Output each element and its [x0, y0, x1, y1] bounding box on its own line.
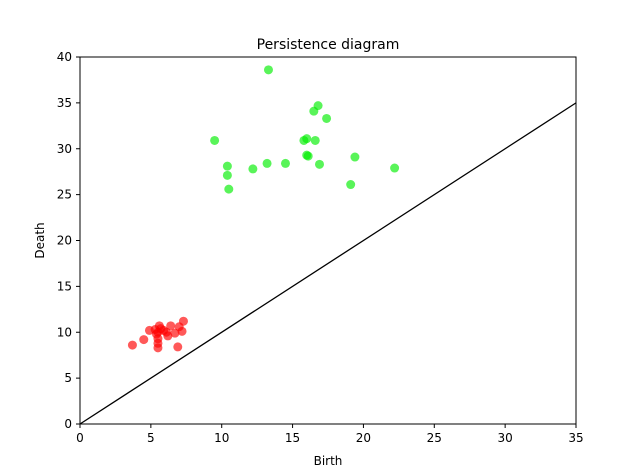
y-tick-label: 25 [57, 188, 72, 202]
y-tick-label: 35 [57, 96, 72, 110]
data-point [303, 151, 313, 161]
x-axis-ticks: 0 5 10 15 20 25 30 35 [76, 424, 584, 445]
data-point [224, 184, 234, 194]
y-axis-ticks: 0 5 10 15 20 25 30 35 40 [57, 50, 80, 431]
data-points [127, 65, 400, 353]
data-point [390, 163, 400, 173]
data-point [127, 340, 137, 350]
x-tick-label: 10 [214, 431, 229, 445]
chart-title: Persistence diagram [257, 37, 400, 53]
x-tick-label: 15 [285, 431, 300, 445]
x-axis-label: Birth [314, 454, 343, 468]
data-point [314, 159, 324, 169]
data-point [313, 101, 323, 111]
data-point [210, 135, 220, 145]
data-point [248, 164, 258, 174]
data-point [163, 331, 173, 341]
data-point [302, 134, 312, 144]
data-point [153, 343, 163, 353]
y-tick-label: 20 [57, 234, 72, 248]
y-axis-label: Death [33, 222, 47, 258]
data-point [170, 328, 180, 338]
y-tick-label: 10 [57, 325, 72, 339]
y-tick-label: 30 [57, 142, 72, 156]
x-tick-label: 0 [76, 431, 84, 445]
data-point [322, 113, 332, 123]
data-point [166, 321, 176, 331]
data-point [346, 180, 356, 190]
data-point [310, 135, 320, 145]
y-tick-label: 5 [64, 371, 72, 385]
y-tick-label: 40 [57, 50, 72, 64]
data-point [178, 316, 188, 326]
data-point [280, 158, 290, 168]
x-tick-label: 5 [147, 431, 155, 445]
data-point [222, 170, 232, 180]
data-point [263, 65, 273, 75]
x-tick-label: 20 [356, 431, 371, 445]
x-tick-label: 35 [568, 431, 583, 445]
data-point [139, 335, 149, 345]
data-point [222, 161, 232, 171]
data-point [173, 342, 183, 352]
y-tick-label: 0 [64, 417, 72, 431]
data-point [177, 326, 187, 336]
x-tick-label: 25 [427, 431, 442, 445]
x-tick-label: 30 [498, 431, 513, 445]
diagonal-line [79, 102, 577, 425]
data-point [262, 158, 272, 168]
data-point [350, 152, 360, 162]
y-tick-label: 15 [57, 279, 72, 293]
